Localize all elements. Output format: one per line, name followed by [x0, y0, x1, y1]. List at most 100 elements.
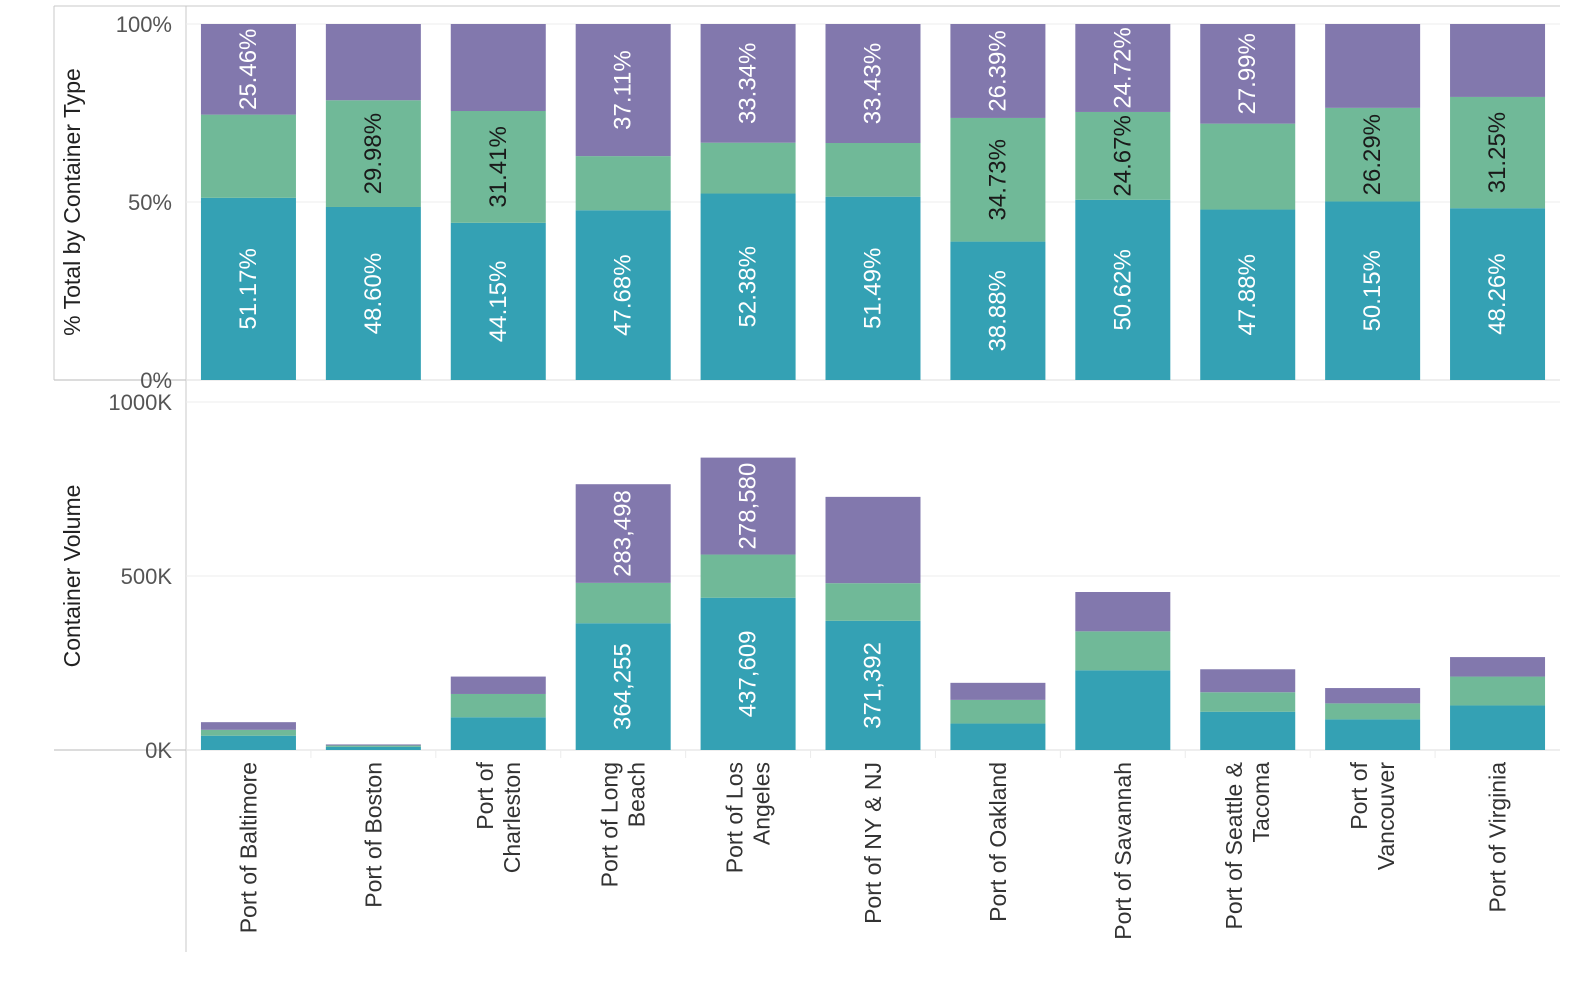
- bar-segment: [825, 143, 921, 197]
- x-tick-label: Port of Los Angeles: [722, 762, 775, 873]
- bar-segment: [575, 210, 671, 380]
- bar-segment: [700, 142, 796, 194]
- data-label: 27.99%: [1234, 33, 1261, 114]
- bar-segment: [1075, 111, 1171, 200]
- y-tick-label: 1000K: [108, 390, 172, 415]
- x-tick-label-line: Tacoma: [1248, 762, 1274, 843]
- bar-segment: [1450, 208, 1546, 380]
- bar-segment: [575, 623, 671, 750]
- y-tick-label: 100%: [116, 12, 172, 37]
- bar-segment: [825, 620, 921, 750]
- bar-segment: [575, 582, 671, 624]
- data-label: 283,498: [610, 490, 637, 577]
- data-label: 33.34%: [735, 43, 762, 124]
- x-tick-label: Port of Charleston: [472, 761, 525, 873]
- data-label: 371,392: [860, 642, 887, 729]
- bar-segment: [1325, 688, 1421, 704]
- bar-segment: [1325, 24, 1421, 108]
- bar-segment: [200, 735, 296, 750]
- bar-segment: [1325, 703, 1421, 720]
- x-tick-label: Port of Savannah: [1110, 762, 1136, 940]
- data-label: 278,580: [735, 463, 762, 550]
- x-tick-label-line: Port of Los: [722, 762, 748, 873]
- data-label: 51.49%: [860, 248, 887, 329]
- bar-segment: [950, 24, 1046, 118]
- x-tick-label: Port of Virginia: [1485, 762, 1511, 913]
- bar-segment: [825, 583, 921, 621]
- data-label: 44.15%: [485, 261, 512, 342]
- x-tick-label: Port of NY & NJ: [860, 762, 886, 924]
- x-tick-label: Port of Seattle & Tacoma: [1221, 762, 1274, 930]
- data-label: 50.62%: [1109, 249, 1136, 330]
- bar-segment: [1450, 705, 1546, 750]
- y-axis-title: Container Volume: [59, 485, 85, 668]
- x-tick-label-line: Port of Baltimore: [235, 762, 261, 933]
- bar-segment: [575, 484, 671, 583]
- bar-segment: [325, 745, 421, 747]
- x-tick-label: Port of Boston: [360, 762, 386, 908]
- bar-segment: [1325, 201, 1421, 380]
- data-label: 29.98%: [360, 113, 387, 194]
- data-label: 31.41%: [485, 126, 512, 207]
- bar-segment: [1075, 199, 1171, 380]
- bar-segment: [700, 597, 796, 750]
- x-tick-label: Port of Long Beach: [597, 762, 650, 887]
- x-tick-label: Port of Vancouver: [1346, 761, 1399, 870]
- data-label: 437,609: [735, 630, 762, 717]
- bar-segment: [1450, 657, 1546, 677]
- bar-segment: [325, 746, 421, 750]
- data-label: 48.26%: [1484, 253, 1511, 334]
- bar-segment: [1200, 24, 1296, 124]
- bar-segment: [200, 729, 296, 736]
- x-tick-label-line: Port of: [1346, 761, 1372, 829]
- bar-segment: [450, 717, 546, 750]
- y-tick-label: 0%: [140, 368, 172, 393]
- bar-segment: [325, 206, 421, 380]
- bar-segment: [1200, 669, 1296, 693]
- data-label: 26.39%: [984, 30, 1011, 111]
- data-label: 38.88%: [984, 270, 1011, 351]
- bar-segment: [1075, 670, 1171, 750]
- bar-segment: [950, 723, 1046, 750]
- data-label: 25.46%: [235, 29, 262, 110]
- bar-segment: [200, 114, 296, 198]
- data-label: 31.25%: [1484, 112, 1511, 193]
- x-tick-label-line: Port of Seattle &: [1221, 762, 1247, 929]
- bar-segment: [950, 699, 1046, 724]
- bar-segment: [200, 24, 296, 115]
- bar-segment: [200, 722, 296, 730]
- bar-segment: [1325, 719, 1421, 750]
- y-tick-label: 500K: [121, 564, 173, 589]
- x-tick-label-line: Port of Savannah: [1110, 762, 1136, 940]
- bar-segment: [700, 193, 796, 380]
- x-tick-label-line: Vancouver: [1373, 762, 1399, 871]
- data-label: 364,255: [610, 643, 637, 730]
- data-label: 37.11%: [610, 50, 637, 130]
- bar-segment: [450, 693, 546, 718]
- x-tick-label-line: Port of: [472, 761, 498, 829]
- bar-segment: [1325, 107, 1421, 202]
- y-axis-title: % Total by Container Type: [59, 68, 85, 336]
- y-tick-label: 0K: [145, 738, 172, 763]
- bar-segment: [1200, 123, 1296, 210]
- data-label: 48.60%: [360, 253, 387, 334]
- bar-segment: [825, 196, 921, 380]
- data-label: 24.67%: [1109, 115, 1136, 196]
- bar-segment: [575, 24, 671, 157]
- bar-segment: [700, 24, 796, 143]
- bar-segment: [1075, 631, 1171, 671]
- x-tick-label: Port of Oakland: [985, 762, 1011, 922]
- y-tick-label: 50%: [128, 190, 172, 215]
- data-label: 50.15%: [1359, 250, 1386, 331]
- bar-segment: [1200, 209, 1296, 380]
- x-tick-label-line: Charleston: [499, 762, 525, 873]
- x-tick-label-line: Port of Boston: [360, 762, 386, 908]
- data-label: 24.72%: [1109, 27, 1136, 108]
- x-tick-label-line: Port of NY & NJ: [860, 762, 886, 924]
- x-tick-label: Port of Baltimore: [235, 762, 261, 933]
- data-label: 47.68%: [610, 254, 637, 335]
- data-label: 34.73%: [984, 139, 1011, 220]
- bar-segment: [1450, 24, 1546, 97]
